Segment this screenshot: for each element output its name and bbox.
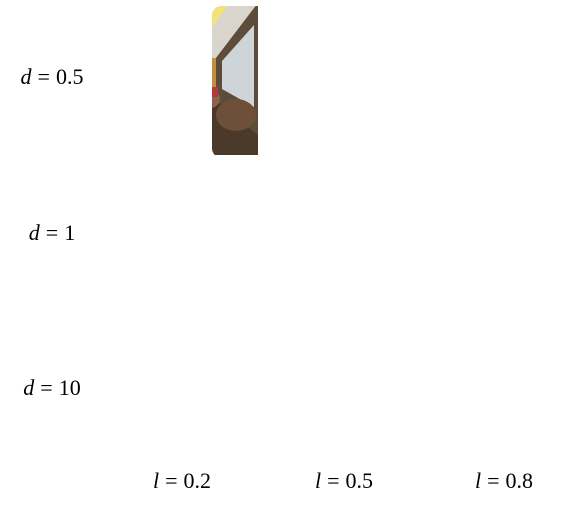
label-relation: = <box>38 64 50 89</box>
result-image <box>268 314 420 466</box>
label-value: 0.5 <box>56 64 84 89</box>
label-relation: = <box>327 468 339 493</box>
label-relation: = <box>487 468 499 493</box>
result-image <box>428 3 580 155</box>
result-image <box>428 159 580 311</box>
label-value: 10 <box>59 375 81 400</box>
label-symbol: l <box>153 468 159 493</box>
label-symbol: d <box>21 64 33 89</box>
label-value: 1 <box>64 220 75 245</box>
label-symbol: l <box>315 468 321 493</box>
label-relation: = <box>165 468 177 493</box>
row-label: d=1 <box>29 220 75 245</box>
label-symbol: d <box>29 220 41 245</box>
label-value: 0.8 <box>506 468 534 493</box>
label-relation: = <box>46 220 58 245</box>
result-image <box>428 314 580 466</box>
result-image <box>268 3 420 155</box>
result-image <box>106 3 258 155</box>
label-value: 0.2 <box>184 468 212 493</box>
label-relation: = <box>40 375 52 400</box>
result-image <box>268 159 420 311</box>
label-symbol: d <box>23 375 35 400</box>
column-label: l= 0.8 <box>475 468 533 493</box>
column-label: l= 0.2 <box>153 468 211 493</box>
figure: d=0.5d=1d=10l=0.2l=0.5l=0.8 <box>0 0 587 500</box>
column-label: l= 0.5 <box>315 468 373 493</box>
label-symbol: l <box>475 468 481 493</box>
result-image <box>106 159 258 311</box>
row-label: d= 10 <box>23 375 80 400</box>
result-image <box>106 314 258 466</box>
label-value: 0.5 <box>346 468 374 493</box>
row-label: d=0.5 <box>21 64 84 89</box>
